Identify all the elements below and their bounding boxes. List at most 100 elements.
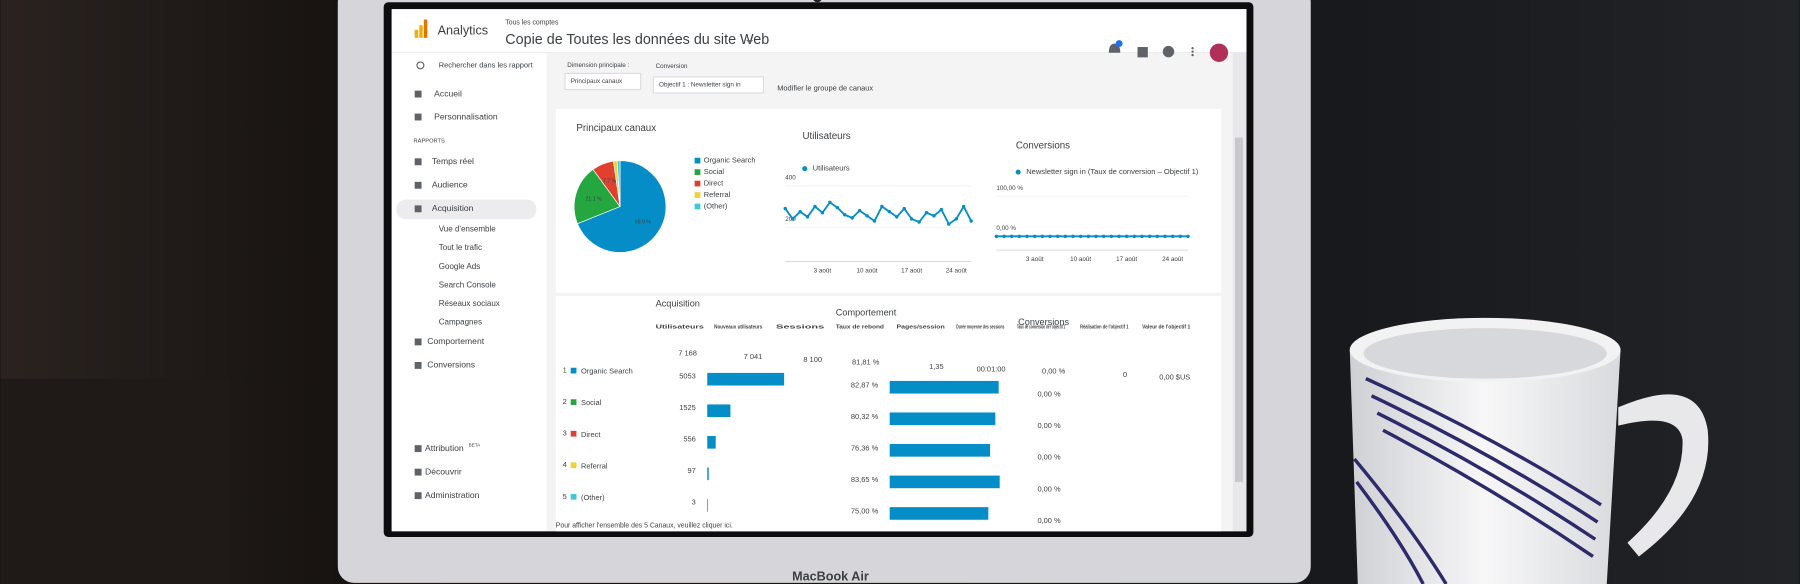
nav-subitem[interactable]: Réseaux sociaux [439, 299, 500, 308]
point [924, 210, 929, 215]
nav-item[interactable]: Personnalisation [434, 111, 498, 121]
menu-dot[interactable] [1191, 53, 1194, 57]
point [1002, 234, 1006, 239]
breadcrumb: Tous les comptes [505, 20, 559, 27]
point [954, 217, 958, 221]
legend-swatch [694, 169, 701, 175]
point [1009, 234, 1014, 239]
bounce-bar [889, 475, 1000, 489]
filter-label: Conversion [656, 63, 688, 70]
nav-item[interactable]: Conversions [427, 360, 475, 370]
pie-slice [616, 160, 621, 207]
row-index: 4 [563, 460, 567, 469]
help-icon[interactable] [1162, 45, 1175, 58]
nav-icon [414, 205, 422, 213]
column-header: Valeur de l'objectif 1 [1142, 325, 1191, 331]
filter-box[interactable] [564, 72, 642, 91]
camera [813, 0, 822, 3]
row-swatch [570, 493, 577, 500]
nav-item[interactable]: Découvrir [425, 466, 462, 476]
bounce-bar [889, 412, 996, 426]
nav-item[interactable]: Temps réel [432, 156, 474, 166]
nav-subitem[interactable]: Google Ads [439, 262, 480, 271]
legend-entry: Referral [704, 190, 731, 199]
apps-icon[interactable] [1137, 47, 1148, 58]
nav-item[interactable]: Accueil [434, 88, 462, 98]
nav-item[interactable]: Administration [425, 490, 480, 500]
point [887, 209, 892, 214]
title-dropdown[interactable] [746, 40, 754, 44]
total-value: 0,00 % [1042, 367, 1066, 376]
row-swatch [570, 430, 577, 437]
bounce-value: 80,32 % [851, 412, 879, 421]
users-value: 5053 [679, 371, 696, 380]
point [961, 204, 966, 209]
menu-dot[interactable] [1191, 50, 1194, 53]
users-bar [707, 467, 709, 481]
x-tick-label: 3 août [1026, 256, 1044, 263]
total-value: 7 168 [678, 348, 697, 357]
nav-section: RAPPORTS [414, 139, 446, 145]
x-tick-label: 24 août [1162, 256, 1183, 263]
column-header: Pages/session [897, 325, 946, 331]
filter-box[interactable] [652, 76, 765, 94]
nav-subitem[interactable]: Tout le trafic [439, 243, 482, 252]
nav-item[interactable]: Attribution [425, 443, 464, 453]
row-channel[interactable]: Organic Search [581, 367, 633, 376]
column-header: Taux de rebond [836, 325, 885, 331]
row-channel[interactable]: Social [581, 398, 602, 407]
sidebar [391, 52, 547, 532]
row-channel[interactable]: Referral [581, 461, 608, 470]
search-box[interactable]: Rechercher dans les rapport [439, 60, 534, 69]
row-channel[interactable]: (Other) [581, 493, 605, 502]
column-header: Nouveaux utilisateurs [714, 325, 762, 331]
bounce-bar [889, 380, 999, 394]
point [1170, 234, 1175, 239]
x-tick-label: 17 août [1116, 256, 1137, 263]
x-tick-label: 24 août [946, 267, 967, 274]
users-bar [707, 372, 785, 386]
nav-subitem[interactable]: Campagnes [439, 318, 482, 327]
row-channel[interactable]: Direct [581, 430, 601, 439]
legend-marker [802, 166, 808, 172]
nav-subitem[interactable]: Search Console [439, 280, 497, 289]
point [798, 209, 802, 214]
legend-entry: Organic Search [704, 156, 756, 165]
nav-item[interactable]: Acquisition [432, 203, 474, 213]
nav-icon [414, 468, 422, 476]
filter-link[interactable]: Modifier le groupe de canaux [777, 83, 873, 92]
nav-item[interactable]: Audience [432, 180, 468, 190]
users-bar [707, 499, 708, 512]
avatar[interactable] [1209, 43, 1229, 62]
pie-slice [577, 160, 667, 253]
point [843, 213, 847, 217]
scrollbar-thumb [1235, 137, 1244, 482]
point [1186, 234, 1190, 239]
point [1147, 234, 1152, 239]
column-header: Réalisation de l'objectif 1 [1080, 325, 1129, 331]
point [865, 214, 869, 218]
table-group: Acquisition [656, 298, 700, 308]
filter-value: Principaux canaux [571, 78, 623, 85]
total-value: 0 [1123, 370, 1127, 379]
point [1155, 234, 1160, 239]
column-header: Taux de conversion de l'objectif 1 [1017, 325, 1066, 331]
point [850, 216, 854, 220]
nav-subitem[interactable]: Vue d'ensemble [439, 225, 496, 234]
legend-entry: Social [704, 167, 725, 176]
mug-inside [1363, 328, 1607, 379]
table-group: Conversions [1018, 317, 1069, 327]
point [1117, 234, 1121, 239]
x-tick-label: 3 août [814, 267, 832, 274]
legend-entry: Utilisateurs [813, 164, 850, 173]
row-swatch [570, 367, 577, 374]
nav-item[interactable]: Comportement [427, 336, 484, 346]
page-title: Copie de Toutes les données du site Web [505, 32, 769, 48]
x-tick-label: 10 août [857, 267, 878, 274]
users-value: 97 [687, 466, 695, 475]
nav-icon [414, 338, 422, 346]
row-swatch [570, 462, 577, 469]
point [947, 222, 951, 226]
menu-dot[interactable] [1191, 47, 1194, 50]
nav-icon [414, 158, 422, 166]
